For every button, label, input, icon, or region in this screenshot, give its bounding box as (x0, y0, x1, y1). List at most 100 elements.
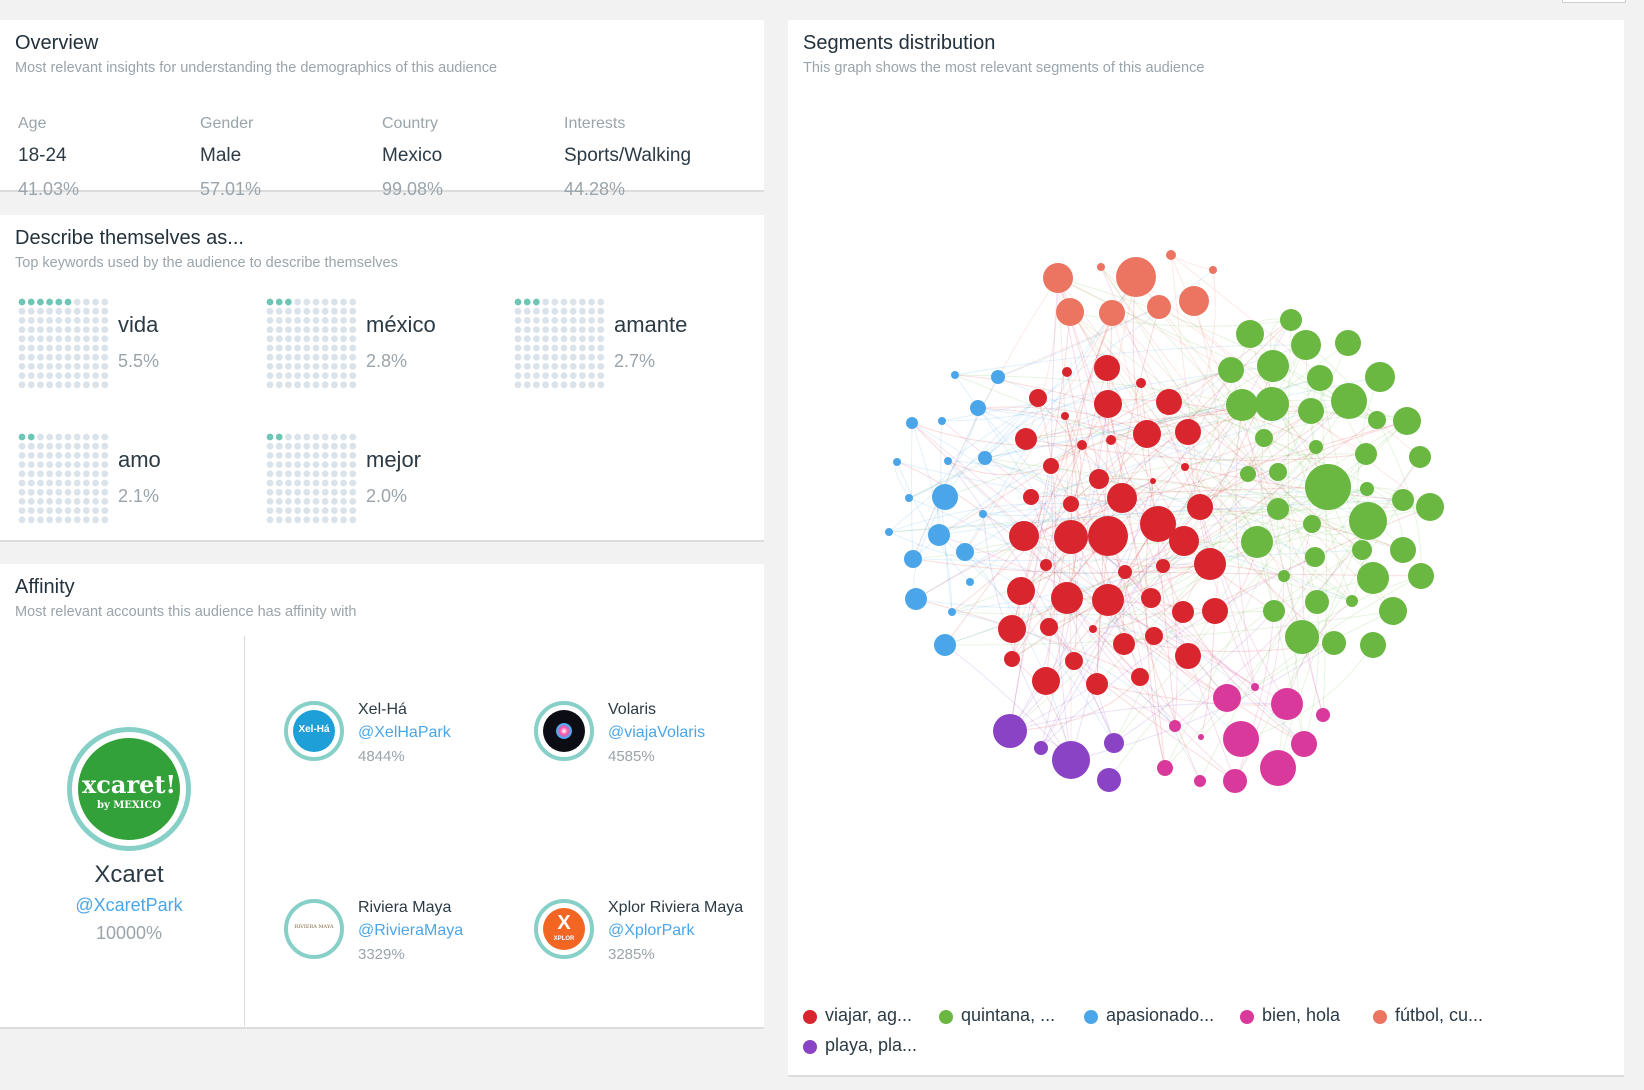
graph-node-purple[interactable] (1104, 733, 1124, 753)
graph-node-blue[interactable] (934, 634, 956, 656)
graph-node-red[interactable] (1086, 673, 1108, 695)
graph-node-green[interactable] (1309, 440, 1323, 454)
graph-node-red[interactable] (1194, 548, 1226, 580)
graph-node-red[interactable] (1175, 419, 1201, 445)
graph-node-green[interactable] (1409, 446, 1431, 468)
graph-node-red[interactable] (1107, 483, 1137, 513)
graph-node-red[interactable] (1136, 378, 1146, 388)
graph-node-blue[interactable] (906, 417, 918, 429)
graph-node-blue[interactable] (938, 417, 946, 425)
graph-node-green[interactable] (1408, 563, 1434, 589)
account-handle[interactable]: @XelHaPark (358, 724, 451, 741)
graph-node-red[interactable] (1094, 355, 1120, 381)
graph-node-red[interactable] (1032, 667, 1060, 695)
graph-node-green[interactable] (1349, 502, 1387, 540)
graph-node-orange[interactable] (1116, 257, 1156, 297)
graph-node-red[interactable] (998, 615, 1026, 643)
graph-node-red[interactable] (1156, 559, 1170, 573)
graph-node-red[interactable] (1062, 367, 1072, 377)
graph-node-red[interactable] (1040, 559, 1052, 571)
graph-node-pink[interactable] (1223, 769, 1247, 793)
graph-node-blue[interactable] (970, 400, 986, 416)
graph-node-purple[interactable] (1097, 768, 1121, 792)
graph-node-green[interactable] (1305, 547, 1325, 567)
graph-node-green[interactable] (1226, 389, 1258, 421)
graph-node-red[interactable] (1172, 601, 1194, 623)
graph-node-green[interactable] (1255, 429, 1273, 447)
graph-node-red[interactable] (1133, 420, 1161, 448)
graph-node-red[interactable] (1181, 463, 1189, 471)
graph-node-green[interactable] (1280, 309, 1302, 331)
graph-node-blue[interactable] (991, 370, 1005, 384)
graph-node-green[interactable] (1379, 597, 1407, 625)
graph-node-green[interactable] (1331, 383, 1367, 419)
graph-node-green[interactable] (1218, 357, 1244, 383)
graph-node-pink[interactable] (1157, 760, 1173, 776)
graph-node-pink[interactable] (1316, 708, 1330, 722)
graph-node-red[interactable] (1202, 598, 1228, 624)
graph-node-blue[interactable] (928, 524, 950, 546)
graph-node-red[interactable] (1175, 643, 1201, 669)
graph-node-red[interactable] (1009, 521, 1039, 551)
graph-node-red[interactable] (1150, 478, 1156, 484)
top-corner-button[interactable] (1562, 0, 1626, 3)
graph-node-red[interactable] (1007, 577, 1035, 605)
graph-node-blue[interactable] (905, 588, 927, 610)
graph-node-green[interactable] (1355, 443, 1377, 465)
graph-node-red[interactable] (1156, 389, 1182, 415)
graph-node-red[interactable] (1088, 516, 1128, 556)
graph-node-red[interactable] (1140, 506, 1176, 542)
graph-node-pink[interactable] (1251, 683, 1259, 691)
graph-node-green[interactable] (1236, 320, 1264, 348)
graph-node-pink[interactable] (1213, 684, 1241, 712)
graph-node-orange[interactable] (1179, 286, 1209, 316)
graph-node-green[interactable] (1307, 365, 1333, 391)
graph-node-blue[interactable] (885, 528, 893, 536)
graph-node-orange[interactable] (1166, 250, 1176, 260)
graph-node-blue[interactable] (905, 494, 913, 502)
graph-node-blue[interactable] (966, 578, 974, 586)
graph-node-red[interactable] (1061, 412, 1069, 420)
main-account-handle[interactable]: @XcaretPark (75, 895, 183, 915)
graph-node-green[interactable] (1352, 540, 1372, 560)
xcaret-logo-icon[interactable]: xcaret! by MEXICO (67, 727, 191, 851)
graph-node-orange[interactable] (1099, 300, 1125, 326)
riviera-maya-logo-icon[interactable]: RIVIERA MAYA (284, 899, 344, 959)
graph-node-red[interactable] (1131, 668, 1149, 686)
graph-node-red[interactable] (1043, 458, 1059, 474)
graph-node-green[interactable] (1322, 631, 1346, 655)
graph-node-red[interactable] (1106, 435, 1116, 445)
graph-node-green[interactable] (1392, 489, 1414, 511)
xplor-logo-icon[interactable]: X XPLOR (534, 899, 594, 959)
graph-node-orange[interactable] (1147, 295, 1171, 319)
graph-node-red[interactable] (1077, 440, 1087, 450)
graph-node-green[interactable] (1269, 463, 1287, 481)
account-handle[interactable]: @RivieraMaya (358, 922, 464, 939)
graph-node-red[interactable] (1040, 618, 1058, 636)
graph-node-green[interactable] (1360, 482, 1374, 496)
graph-node-green[interactable] (1257, 350, 1289, 382)
graph-node-red[interactable] (1094, 390, 1122, 418)
graph-node-green[interactable] (1390, 537, 1416, 563)
graph-node-red[interactable] (1015, 428, 1037, 450)
graph-node-red[interactable] (1029, 389, 1047, 407)
graph-node-blue[interactable] (948, 608, 956, 616)
graph-node-purple[interactable] (1052, 741, 1090, 779)
graph-node-blue[interactable] (932, 484, 958, 510)
account-handle[interactable]: @viajaVolaris (608, 724, 706, 741)
graph-node-green[interactable] (1305, 590, 1329, 614)
graph-node-purple[interactable] (1034, 741, 1048, 755)
graph-node-blue[interactable] (978, 451, 992, 465)
graph-node-green[interactable] (1303, 515, 1321, 533)
graph-node-red[interactable] (1092, 584, 1124, 616)
graph-node-red[interactable] (1089, 625, 1097, 633)
graph-node-green[interactable] (1267, 498, 1289, 520)
graph-node-green[interactable] (1305, 464, 1351, 510)
graph-node-red[interactable] (1145, 627, 1163, 645)
graph-node-green[interactable] (1346, 595, 1358, 607)
graph-node-green[interactable] (1291, 330, 1321, 360)
graph-node-pink[interactable] (1223, 721, 1259, 757)
segments-network-graph[interactable] (788, 20, 1624, 1000)
graph-node-red[interactable] (1051, 582, 1083, 614)
graph-node-blue[interactable] (904, 550, 922, 568)
